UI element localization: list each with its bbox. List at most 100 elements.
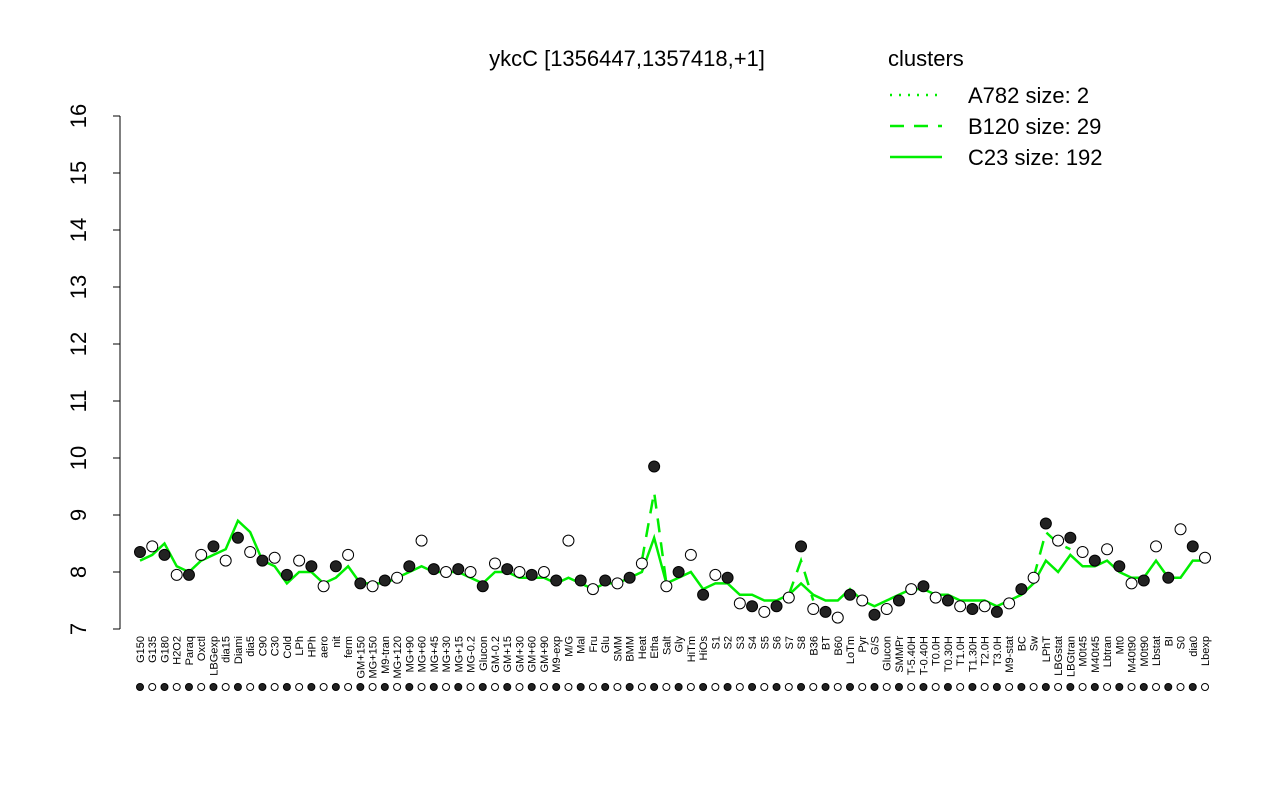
point (929, 591, 942, 604)
rug-point (1005, 683, 1014, 691)
rug-point (894, 683, 903, 691)
rug-point (233, 683, 242, 691)
point (182, 568, 195, 581)
rug-point (1152, 683, 1161, 691)
point (207, 540, 220, 553)
rug-point (797, 683, 806, 691)
rug-point (919, 683, 928, 691)
point (917, 580, 930, 593)
x-tick-label: Lbtran (1102, 636, 1114, 667)
cluster-line (139, 518, 1205, 608)
x-tick-label: M0t45 (1078, 636, 1090, 667)
point (1101, 543, 1114, 556)
point (966, 603, 979, 616)
point (244, 546, 257, 559)
y-tick-label: 12 (66, 332, 91, 356)
point (697, 588, 710, 601)
point (978, 600, 991, 613)
x-tick-label: Heat (637, 636, 649, 659)
point (672, 566, 685, 578)
rug-point (650, 683, 659, 691)
x-tick-label: Oxctl (196, 636, 208, 661)
rug-point (1188, 683, 1197, 691)
x-tick-label: SMM (612, 636, 624, 662)
rug-point (552, 683, 561, 691)
point (1186, 540, 1199, 553)
y-tick-label: 10 (66, 446, 91, 470)
x-tick-label: MG+45 (429, 636, 441, 672)
x-tick-label: C30 (270, 636, 282, 656)
rug-point (1164, 683, 1173, 691)
rug-point (601, 683, 610, 691)
y-tick-label: 11 (66, 390, 91, 413)
x-tick-label: MG+60 (417, 636, 429, 672)
point (1039, 517, 1052, 530)
x-tick-label: Pyr (857, 636, 869, 653)
point (819, 605, 832, 618)
rug-point (625, 683, 634, 691)
x-tick-label: M40t45 (1090, 636, 1102, 673)
x-tick-label: S8 (796, 636, 808, 649)
point (415, 534, 428, 547)
x-tick-label: Glucon (882, 636, 894, 671)
rug-point (515, 683, 524, 691)
rug-point (184, 683, 193, 691)
point (770, 600, 783, 613)
x-tick-label: dia5 (245, 636, 257, 657)
point (746, 600, 759, 613)
rug-point (637, 683, 646, 691)
rug-point (821, 683, 830, 691)
x-tick-label: MG+120 (392, 636, 404, 679)
point (231, 531, 244, 544)
y-tick-label: 16 (66, 104, 91, 128)
x-tick-label: M9-stat (1004, 636, 1016, 673)
point (1027, 571, 1040, 584)
rug-point (748, 683, 757, 691)
x-tick-label: C90 (257, 636, 269, 656)
x-tick-label: M9-tran (380, 636, 392, 674)
point (476, 580, 489, 593)
x-tick-label: Glucon (478, 636, 490, 671)
rug-point (711, 683, 720, 691)
point (1064, 531, 1077, 544)
point (586, 583, 599, 596)
x-tick-label: B36 (808, 636, 820, 656)
rug-point (221, 683, 230, 691)
point (807, 603, 820, 616)
rug-point (576, 683, 585, 691)
rug-point (539, 683, 548, 691)
point (1113, 560, 1126, 573)
rug-point (160, 683, 169, 691)
rug-point (454, 683, 463, 691)
chart-title: ykcC [1356447,1357418,+1] (489, 46, 765, 71)
rug-point (136, 683, 144, 691)
x-tick-label: dia0 (1188, 636, 1200, 657)
x-tick-label: T0.30H (943, 636, 955, 672)
rug-point (1127, 683, 1136, 691)
x-tick-label: LPhT (1041, 636, 1053, 663)
rug-point (380, 683, 389, 691)
point (623, 571, 636, 584)
point (256, 554, 269, 567)
point (1150, 540, 1163, 553)
legend-title: clusters (888, 46, 964, 71)
rug-point (442, 683, 451, 691)
point (733, 597, 746, 610)
rug-point (686, 683, 695, 691)
point (709, 568, 722, 581)
x-tick-label: MG+15 (453, 636, 465, 672)
rug-point (282, 683, 291, 691)
x-tick-label: Lbexp (1200, 636, 1212, 666)
rug-point (1115, 683, 1124, 691)
point (782, 591, 795, 604)
y-tick-label: 7 (66, 623, 91, 635)
rug-point (784, 683, 793, 691)
x-tick-label: S2 (723, 636, 735, 649)
x-tick-label: T1.0H (955, 636, 967, 666)
x-tick-label: MG-0.2 (466, 636, 478, 673)
x-tick-label: Lbstat (1151, 636, 1163, 666)
point (501, 563, 514, 576)
x-tick-label: Mal (576, 636, 588, 654)
point (954, 600, 967, 613)
